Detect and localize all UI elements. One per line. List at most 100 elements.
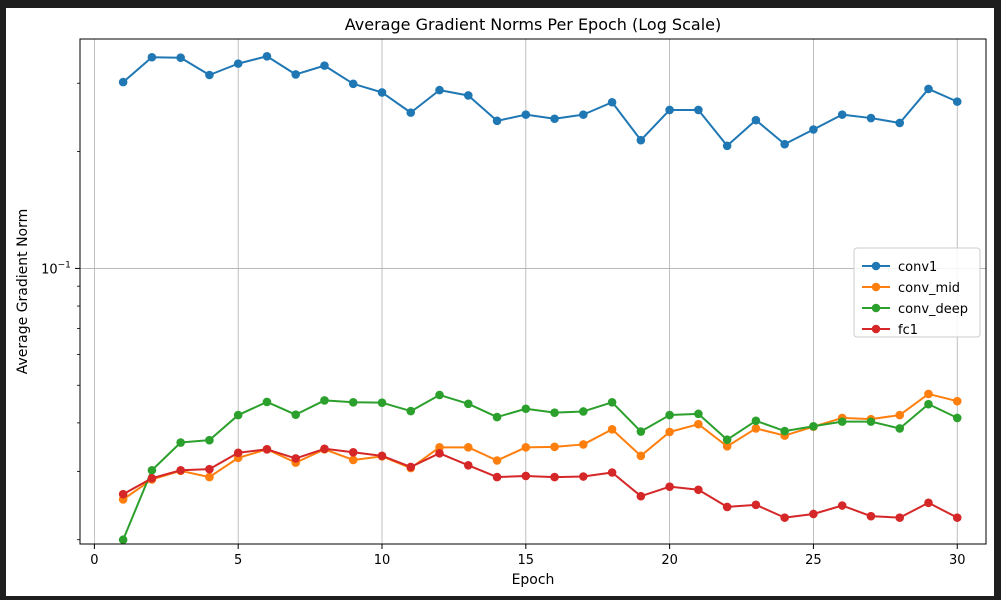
data-point-conv_mid xyxy=(348,455,358,465)
data-point-fc1 xyxy=(291,454,301,463)
data-point-conv1 xyxy=(837,110,847,119)
data-point-fc1 xyxy=(521,471,531,481)
legend-item-conv1: conv1 xyxy=(862,260,937,275)
data-point-fc1 xyxy=(320,444,329,454)
data-point-conv1 xyxy=(694,105,703,115)
data-point-conv_mid xyxy=(463,443,473,452)
data-point-conv1 xyxy=(636,135,646,145)
data-point-fc1 xyxy=(837,501,847,510)
data-point-conv_mid xyxy=(205,472,214,482)
data-point-conv_mid xyxy=(636,451,646,461)
data-point-conv1 xyxy=(377,88,387,97)
series-conv_deep xyxy=(118,390,962,545)
x-tick-label: 15 xyxy=(518,553,535,568)
data-point-conv_deep xyxy=(550,408,559,417)
x-tick-label: 5 xyxy=(234,553,242,568)
data-point-conv1 xyxy=(665,105,674,115)
data-point-fc1 xyxy=(780,513,789,522)
data-point-conv1 xyxy=(952,97,962,106)
data-point-fc1 xyxy=(492,472,502,482)
series-line-conv_deep xyxy=(122,393,958,541)
data-point-conv_deep xyxy=(348,397,358,407)
data-point-fc1 xyxy=(751,500,761,510)
data-point-conv_mid xyxy=(521,443,531,452)
data-point-conv1 xyxy=(492,116,502,126)
data-point-fc1 xyxy=(665,482,674,491)
x-axis-label: Epoch xyxy=(512,572,555,588)
series-line-fc1 xyxy=(122,447,958,519)
axis-ticks: 0 5 10 15 20 25 30 10−1 xyxy=(41,82,966,568)
data-point-conv_deep xyxy=(924,399,933,409)
data-point-conv1 xyxy=(809,125,818,134)
data-point-conv_deep xyxy=(320,396,329,405)
data-point-fc1 xyxy=(147,473,157,483)
x-tick-label: 0 xyxy=(90,553,98,568)
data-point-conv1 xyxy=(320,61,329,70)
data-point-conv_deep xyxy=(176,438,185,447)
x-tick-label: 20 xyxy=(661,553,678,568)
data-point-conv_deep xyxy=(262,397,272,407)
data-point-fc1 xyxy=(262,444,272,454)
data-point-conv1 xyxy=(780,139,789,149)
series-line-conv1 xyxy=(122,55,958,147)
data-point-fc1 xyxy=(722,502,732,512)
data-point-conv_mid xyxy=(435,443,444,452)
x-tick-label: 10 xyxy=(374,553,391,568)
x-tick-label: 25 xyxy=(805,553,822,568)
data-point-fc1 xyxy=(463,461,473,470)
legend-swatch-marker xyxy=(871,303,881,313)
data-point-conv_deep xyxy=(837,417,847,426)
data-point-conv_deep xyxy=(751,416,761,426)
data-point-fc1 xyxy=(952,513,962,522)
data-point-conv1 xyxy=(463,91,473,100)
legend: conv1 conv_mid conv_deep fc1 xyxy=(853,247,981,338)
data-point-conv1 xyxy=(579,110,588,119)
data-point-conv_deep xyxy=(435,390,444,400)
data-point-conv_deep xyxy=(147,465,157,475)
data-point-conv_deep xyxy=(694,409,703,419)
data-point-conv_mid xyxy=(694,419,703,429)
data-point-conv_deep xyxy=(895,424,905,433)
data-point-conv1 xyxy=(147,52,157,62)
data-point-conv1 xyxy=(262,51,272,61)
y-tick-label: 10−1 xyxy=(41,260,71,277)
data-point-conv_deep xyxy=(607,397,617,407)
data-point-conv_mid xyxy=(550,442,559,452)
data-point-conv_deep xyxy=(866,417,876,426)
legend-swatch-marker xyxy=(871,261,881,271)
chart-figure: 0 5 10 15 20 25 30 10−1 Average Gradient Norms … xyxy=(6,8,994,596)
data-point-conv1 xyxy=(406,108,416,117)
data-point-conv1 xyxy=(722,141,732,151)
data-point-fc1 xyxy=(205,464,214,474)
data-point-fc1 xyxy=(118,489,128,499)
data-point-conv_deep xyxy=(665,410,674,420)
data-point-conv_deep xyxy=(952,413,962,423)
data-point-conv_deep xyxy=(406,406,416,416)
data-point-conv1 xyxy=(205,70,214,80)
chart-title: Average Gradient Norms Per Epoch (Log Sc… xyxy=(345,15,721,34)
legend-swatch-marker xyxy=(871,282,881,292)
data-point-conv1 xyxy=(176,53,185,63)
data-point-fc1 xyxy=(233,448,243,458)
data-point-conv1 xyxy=(233,59,243,68)
data-point-fc1 xyxy=(435,448,444,458)
data-point-conv_deep xyxy=(463,399,473,409)
legend-item-fc1: fc1 xyxy=(862,323,918,338)
data-point-conv_mid xyxy=(924,389,933,399)
data-point-conv_deep xyxy=(233,410,243,420)
data-point-conv_deep xyxy=(521,404,531,414)
data-point-conv_deep xyxy=(492,412,502,422)
data-point-conv_mid xyxy=(579,440,588,449)
data-point-fc1 xyxy=(348,447,358,457)
grid-lines xyxy=(80,39,986,544)
data-point-fc1 xyxy=(176,465,185,475)
data-point-conv1 xyxy=(924,84,933,94)
data-point-conv1 xyxy=(291,70,301,79)
data-point-conv_mid xyxy=(751,424,761,433)
data-point-conv1 xyxy=(521,110,531,119)
series-conv_mid xyxy=(118,389,962,504)
data-point-conv_mid xyxy=(895,410,905,420)
legend-label: conv_mid xyxy=(898,281,960,296)
data-point-conv_deep xyxy=(205,435,214,445)
data-point-fc1 xyxy=(809,509,818,519)
